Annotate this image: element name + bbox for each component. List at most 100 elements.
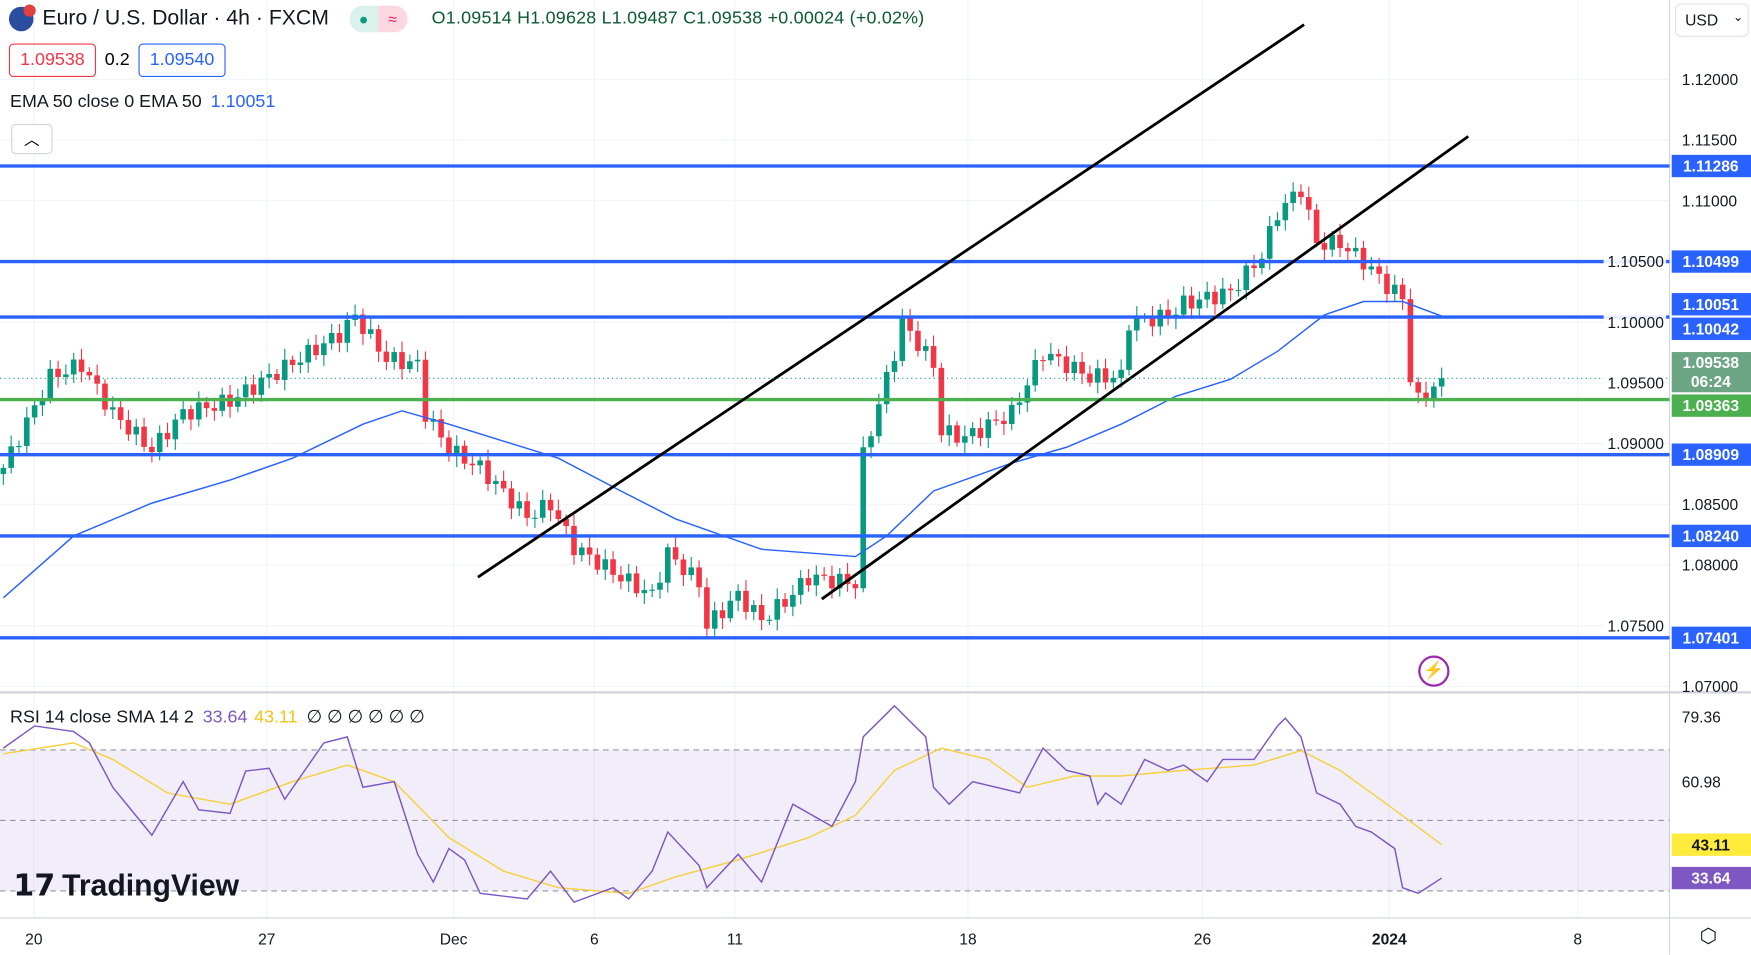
trend-line[interactable]: [820, 135, 1470, 601]
level-1.08240-badge-text: 1.08240: [1683, 528, 1740, 545]
rsi-value: 33.64: [202, 707, 248, 727]
candle-body: [571, 525, 577, 556]
chart-settings-icon[interactable]: ⬡: [1699, 924, 1718, 947]
buy-button[interactable]: 1.09540: [138, 43, 226, 78]
last-price-badge-text: 06:24: [1691, 374, 1731, 391]
level-1.09363-badge: [1671, 394, 1751, 417]
candle-body: [516, 501, 523, 509]
date-label: 18: [959, 932, 977, 949]
candle-body: [1220, 288, 1226, 305]
candle-body: [1048, 353, 1054, 361]
candle-body: [735, 590, 741, 601]
rsi-legend[interactable]: RSI 14 close SMA 14 2 33.64 43.11 ∅ ∅ ∅ ∅ ∅…: [10, 706, 425, 728]
candle-body: [1282, 203, 1289, 221]
candle-body: [836, 573, 843, 589]
candle-body: [422, 359, 429, 422]
candle-body: [63, 374, 69, 378]
candle-body: [485, 460, 491, 485]
candle-body: [1423, 392, 1429, 400]
candle-body: [883, 371, 890, 405]
lightning-icon[interactable]: ⚡: [1418, 655, 1450, 687]
open-value: O1.09514: [431, 8, 512, 28]
candle-body: [1032, 360, 1038, 386]
level-1.11286-badge: [1671, 154, 1751, 178]
market-open-dot-icon: ●: [349, 5, 379, 33]
candle-body: [704, 587, 710, 629]
candle-body: [829, 575, 835, 589]
candle-body: [1384, 273, 1390, 294]
candle-body: [1071, 361, 1078, 373]
candle-body: [117, 407, 124, 421]
candle-body: [1008, 404, 1015, 425]
candle-body: [172, 419, 179, 440]
tradingview-logo[interactable]: 𝟭𝟳 TradingView: [13, 869, 239, 904]
candle-body: [500, 480, 507, 489]
candle-body: [344, 319, 351, 343]
candle-body: [1337, 234, 1343, 249]
ohlc-values: O1.09514 H1.09628 L1.09487 C1.09538 +0.0…: [432, 9, 925, 29]
candle-body: [672, 547, 679, 560]
rsi-sma-line: [3, 742, 1443, 895]
candle-body: [782, 599, 788, 607]
candle-body: [1055, 353, 1062, 357]
price-tick-label: 1.09500: [1607, 375, 1664, 392]
candle-body: [969, 428, 976, 437]
candle-body: [680, 559, 687, 576]
level-1.11286-badge-text: 1.11286: [1683, 159, 1739, 176]
candle-body: [508, 488, 515, 509]
currency-select[interactable]: USD ⌄: [1675, 3, 1749, 37]
candle-body: [915, 330, 921, 351]
ema-badge-text: 1.10051: [1683, 297, 1740, 314]
candle-body: [696, 567, 702, 588]
candle-body: [1329, 234, 1336, 250]
ema-value: 1.10051: [210, 92, 276, 112]
candle-body: [962, 436, 968, 443]
date-label: 8: [1573, 932, 1582, 949]
candle-body: [274, 373, 280, 380]
candle-body: [813, 574, 820, 586]
rsi-tick-label: 79.36: [1682, 710, 1721, 727]
trend-line[interactable]: [477, 23, 1305, 579]
candle-body: [602, 559, 609, 570]
candle-body: [1235, 289, 1242, 292]
rsi-badge-text: 33.64: [1691, 871, 1730, 888]
candle-body: [821, 574, 827, 576]
currency-label: USD: [1685, 11, 1719, 30]
candle-body: [547, 499, 554, 511]
candle-body: [1431, 386, 1437, 400]
date-label: 2024: [1372, 932, 1407, 949]
date-label: 11: [727, 932, 743, 949]
sell-button[interactable]: 1.09538: [8, 43, 96, 78]
price-tick-backdrop: [1603, 433, 1667, 453]
price-tick-backdrop: [1603, 312, 1667, 332]
candle-body: [1251, 265, 1257, 269]
symbol-title[interactable]: Euro / U.S. Dollar · 4h · FXCM: [42, 6, 329, 31]
price-tick-label: 1.11000: [1682, 193, 1738, 210]
candle-body: [922, 346, 929, 351]
candle-body: [719, 610, 726, 619]
candle-body: [375, 329, 382, 352]
candle-body: [1266, 226, 1273, 259]
ema-label: EMA 50 close 0 EMA 50: [10, 92, 202, 112]
candle-body: [625, 573, 632, 582]
candle-body: [469, 463, 476, 466]
candle-body: [1376, 266, 1382, 274]
ema-legend[interactable]: EMA 50 close 0 EMA 50 1.10051: [10, 93, 275, 113]
candle-body: [1204, 291, 1210, 300]
candle-body: [610, 559, 616, 575]
candle-body: [125, 420, 132, 435]
candle-body: [938, 367, 945, 436]
candle-body: [1110, 377, 1117, 383]
candle-body: [1024, 385, 1031, 403]
candle-body: [1079, 361, 1085, 374]
candle-body: [985, 419, 992, 438]
candle-body: [1399, 284, 1406, 300]
market-status-toggle[interactable]: ● ≈: [349, 5, 408, 33]
collapse-legend-button[interactable]: ︿: [11, 123, 53, 155]
candle-body: [367, 329, 374, 334]
candle-body: [289, 359, 296, 365]
candle-body: [852, 584, 859, 589]
candle-body: [383, 351, 390, 362]
candle-body: [805, 578, 812, 586]
